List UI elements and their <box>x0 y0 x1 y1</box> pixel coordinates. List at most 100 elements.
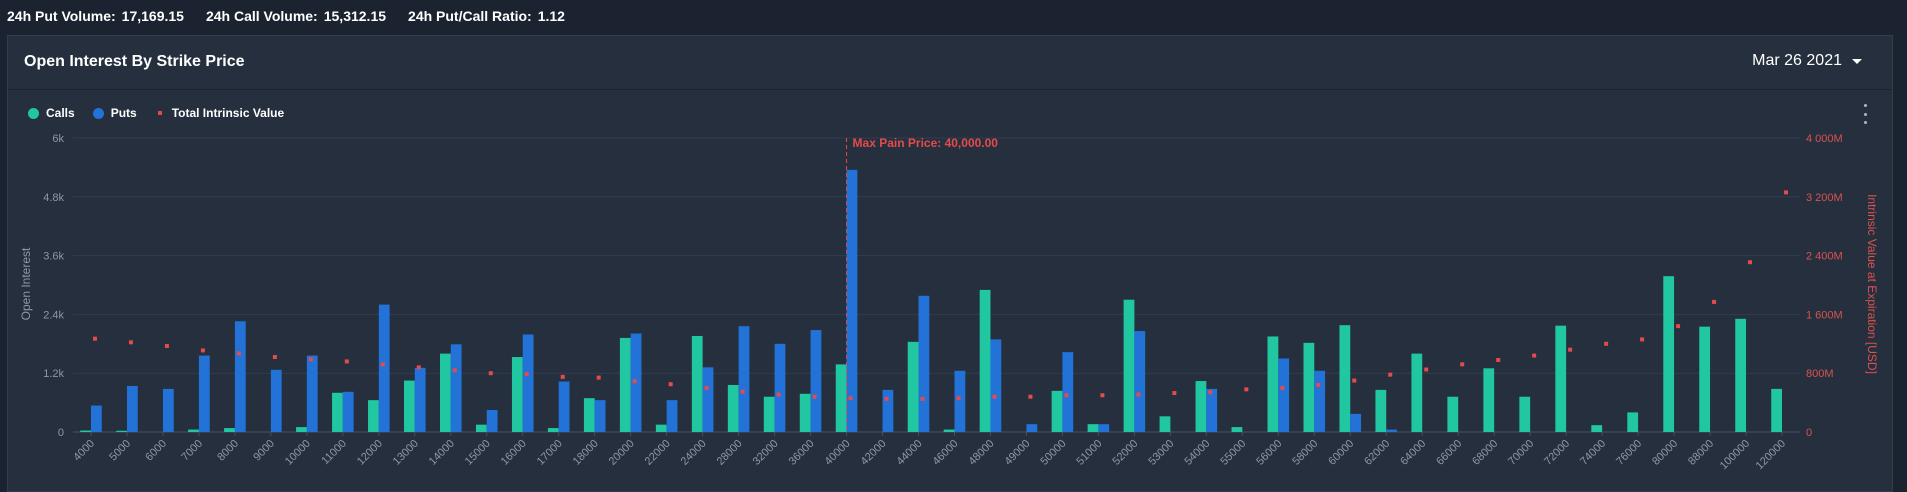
intrinsic-value-point[interactable] <box>1784 190 1789 195</box>
calls-bar[interactable] <box>1267 336 1279 432</box>
calls-bar[interactable] <box>835 364 847 432</box>
puts-bar[interactable] <box>1314 370 1326 432</box>
puts-bar[interactable] <box>738 326 750 432</box>
puts-bar[interactable] <box>594 400 606 432</box>
puts-bar[interactable] <box>306 355 318 432</box>
intrinsic-value-point[interactable] <box>1568 347 1573 352</box>
intrinsic-value-point[interactable] <box>668 382 673 387</box>
intrinsic-value-point[interactable] <box>848 396 853 401</box>
intrinsic-value-point[interactable] <box>776 392 781 397</box>
calls-bar[interactable] <box>1051 390 1063 432</box>
puts-bar[interactable] <box>774 343 786 432</box>
calls-bar[interactable] <box>619 337 631 432</box>
intrinsic-value-point[interactable] <box>1676 324 1681 329</box>
intrinsic-value-point[interactable] <box>416 365 421 370</box>
intrinsic-value-point[interactable] <box>344 359 349 364</box>
intrinsic-value-point[interactable] <box>1460 362 1465 367</box>
intrinsic-value-point[interactable] <box>236 351 241 356</box>
calls-bar[interactable] <box>80 430 91 432</box>
puts-bar[interactable] <box>90 405 102 432</box>
calls-bar[interactable] <box>1123 299 1135 432</box>
puts-bar[interactable] <box>234 321 246 432</box>
intrinsic-value-point[interactable] <box>164 344 169 349</box>
calls-bar[interactable] <box>404 380 415 432</box>
more-vertical-icon[interactable] <box>1862 104 1868 124</box>
intrinsic-value-point[interactable] <box>1064 393 1069 398</box>
puts-bar[interactable] <box>270 369 282 432</box>
intrinsic-value-point[interactable] <box>1748 260 1753 265</box>
legend-item-calls[interactable]: Calls <box>28 106 75 120</box>
calls-bar[interactable] <box>1087 424 1099 432</box>
calls-bar[interactable] <box>1303 342 1315 432</box>
puts-bar[interactable] <box>522 334 534 432</box>
intrinsic-value-point[interactable] <box>1388 372 1393 377</box>
puts-bar[interactable] <box>126 385 138 432</box>
puts-bar[interactable] <box>162 388 174 432</box>
calls-bar[interactable] <box>332 392 343 432</box>
intrinsic-value-point[interactable] <box>1640 337 1645 342</box>
calls-bar[interactable] <box>1591 425 1603 432</box>
intrinsic-value-point[interactable] <box>560 374 565 379</box>
intrinsic-value-point[interactable] <box>452 368 457 373</box>
puts-bar[interactable] <box>918 295 930 432</box>
calls-bar[interactable] <box>439 353 451 432</box>
intrinsic-value-point[interactable] <box>272 355 277 360</box>
calls-bar[interactable] <box>475 424 487 432</box>
calls-bar[interactable] <box>116 430 127 432</box>
puts-bar[interactable] <box>702 367 714 432</box>
intrinsic-value-point[interactable] <box>380 362 385 367</box>
intrinsic-value-point[interactable] <box>128 340 133 345</box>
calls-bar[interactable] <box>224 428 235 432</box>
calls-bar[interactable] <box>979 289 991 432</box>
puts-bar[interactable] <box>198 355 210 432</box>
intrinsic-value-point[interactable] <box>920 396 925 401</box>
calls-bar[interactable] <box>691 335 703 432</box>
calls-bar[interactable] <box>799 393 811 432</box>
calls-bar[interactable] <box>1519 396 1531 432</box>
puts-bar[interactable] <box>342 391 354 432</box>
intrinsic-value-point[interactable] <box>956 396 961 401</box>
puts-bar[interactable] <box>1350 413 1362 432</box>
calls-bar[interactable] <box>1447 396 1459 432</box>
calls-bar[interactable] <box>1771 388 1783 432</box>
calls-bar[interactable] <box>943 429 955 432</box>
puts-bar[interactable] <box>882 389 894 432</box>
calls-bar[interactable] <box>511 357 523 432</box>
puts-bar[interactable] <box>990 339 1002 432</box>
calls-bar[interactable] <box>547 428 559 432</box>
intrinsic-value-point[interactable] <box>1604 341 1609 346</box>
legend-item-puts[interactable]: Puts <box>92 106 137 120</box>
intrinsic-value-point[interactable] <box>992 394 997 399</box>
puts-bar[interactable] <box>1278 358 1290 433</box>
calls-bar[interactable] <box>1195 381 1207 432</box>
puts-bar[interactable] <box>1062 352 1074 432</box>
intrinsic-value-point[interactable] <box>200 348 205 353</box>
calls-bar[interactable] <box>1231 427 1243 432</box>
puts-bar[interactable] <box>1386 429 1398 432</box>
calls-bar[interactable] <box>1375 389 1387 432</box>
calls-bar[interactable] <box>368 400 379 432</box>
calls-bar[interactable] <box>1483 368 1495 432</box>
puts-bar[interactable] <box>450 344 462 432</box>
calls-bar[interactable] <box>727 384 739 432</box>
puts-bar[interactable] <box>1098 424 1110 432</box>
intrinsic-value-point[interactable] <box>1496 357 1501 362</box>
calls-bar[interactable] <box>296 427 307 432</box>
puts-bar[interactable] <box>666 400 678 432</box>
intrinsic-value-point[interactable] <box>1712 299 1717 304</box>
calls-bar[interactable] <box>1735 318 1747 432</box>
puts-bar[interactable] <box>414 367 426 432</box>
calls-bar[interactable] <box>763 396 775 432</box>
puts-bar[interactable] <box>558 381 570 432</box>
calls-bar[interactable] <box>907 341 919 432</box>
intrinsic-value-point[interactable] <box>1208 390 1213 395</box>
puts-bar[interactable] <box>1206 388 1218 432</box>
intrinsic-value-point[interactable] <box>1028 394 1033 399</box>
intrinsic-value-point[interactable] <box>1172 391 1177 396</box>
intrinsic-value-point[interactable] <box>1532 353 1537 358</box>
puts-bar[interactable] <box>486 409 498 432</box>
intrinsic-value-point[interactable] <box>488 371 493 376</box>
calls-bar[interactable] <box>1555 325 1567 432</box>
intrinsic-value-point[interactable] <box>1424 367 1429 372</box>
intrinsic-value-point[interactable] <box>524 371 529 376</box>
